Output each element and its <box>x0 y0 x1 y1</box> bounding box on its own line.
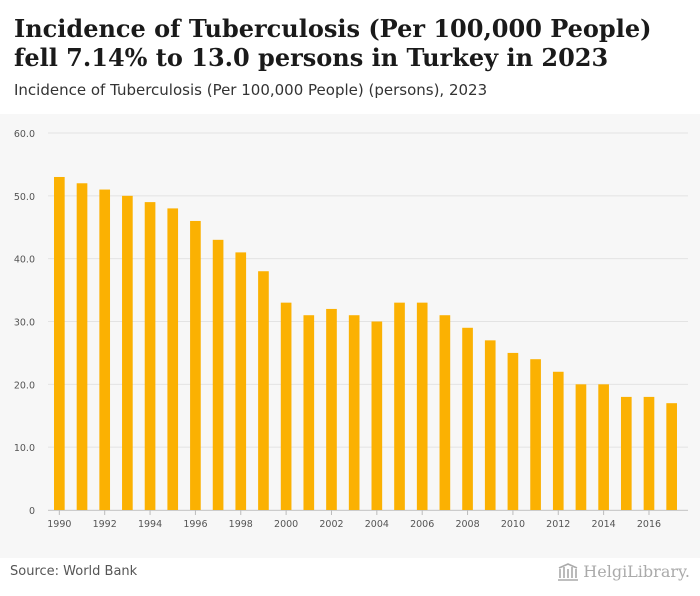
x-tick-label: 2004 <box>365 519 389 530</box>
library-icon <box>558 562 579 581</box>
x-tick-label: 1994 <box>138 519 162 530</box>
y-tick-label: 0 <box>29 506 35 517</box>
y-tick-label: 20.0 <box>14 380 35 391</box>
chart-title: Incidence of Tuberculosis (Per 100,000 P… <box>14 14 652 72</box>
bar <box>76 183 88 510</box>
x-tick-label: 2010 <box>501 519 525 530</box>
bar <box>666 403 677 510</box>
bar <box>212 239 224 511</box>
x-tick-label: 2016 <box>637 519 661 530</box>
bar <box>552 371 564 510</box>
y-tick-label: 40.0 <box>14 255 35 266</box>
bar <box>190 220 201 510</box>
bar <box>598 384 609 510</box>
bar <box>99 189 111 511</box>
brand-name: HelgiLibrary. <box>583 562 690 581</box>
bar <box>394 302 405 510</box>
bar <box>530 359 541 510</box>
x-tick-label: 2008 <box>455 519 479 530</box>
bar <box>280 302 292 510</box>
bar <box>122 195 133 511</box>
bar <box>462 327 473 510</box>
x-tick-label: 1998 <box>229 519 253 530</box>
y-tick-label: 60.0 <box>14 129 35 140</box>
x-tick-label: 2006 <box>410 519 434 530</box>
bar <box>643 396 655 510</box>
x-tick-label: 1990 <box>47 519 71 530</box>
bar <box>371 321 383 510</box>
y-tick-label: 50.0 <box>14 192 35 203</box>
bar <box>54 176 65 510</box>
bar <box>144 202 156 510</box>
x-tick-label: 2012 <box>546 519 570 530</box>
bar <box>235 252 247 510</box>
brand-logo[interactable]: HelgiLibrary. <box>557 562 690 581</box>
bar <box>484 340 496 510</box>
bar <box>620 396 632 510</box>
bar <box>575 384 587 510</box>
y-tick-label: 30.0 <box>14 318 35 329</box>
x-tick-label: 1996 <box>183 519 207 530</box>
x-tick-label: 2002 <box>319 519 343 530</box>
bar <box>258 271 269 510</box>
bar <box>167 208 179 510</box>
x-tick-label: 2000 <box>274 519 298 530</box>
x-tick-label: 1992 <box>93 519 117 530</box>
bar <box>326 308 337 510</box>
x-tick-label: 2014 <box>592 519 616 530</box>
bar <box>439 315 451 510</box>
source-label: Source: World Bank <box>10 564 138 579</box>
bar <box>348 315 360 510</box>
chart-subtitle: Incidence of Tuberculosis (Per 100,000 P… <box>14 81 488 99</box>
y-tick-label: 10.0 <box>14 443 35 454</box>
bar <box>507 352 519 510</box>
bar <box>303 315 315 510</box>
bar <box>416 302 428 510</box>
